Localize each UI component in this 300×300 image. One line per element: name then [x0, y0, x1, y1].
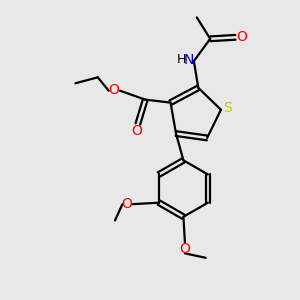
Text: O: O: [237, 30, 248, 44]
Text: O: O: [179, 242, 191, 256]
Text: H: H: [177, 53, 186, 66]
Text: N: N: [183, 52, 194, 67]
Text: S: S: [223, 101, 232, 115]
Text: O: O: [108, 83, 119, 97]
Text: O: O: [121, 197, 132, 211]
Text: O: O: [131, 124, 142, 137]
